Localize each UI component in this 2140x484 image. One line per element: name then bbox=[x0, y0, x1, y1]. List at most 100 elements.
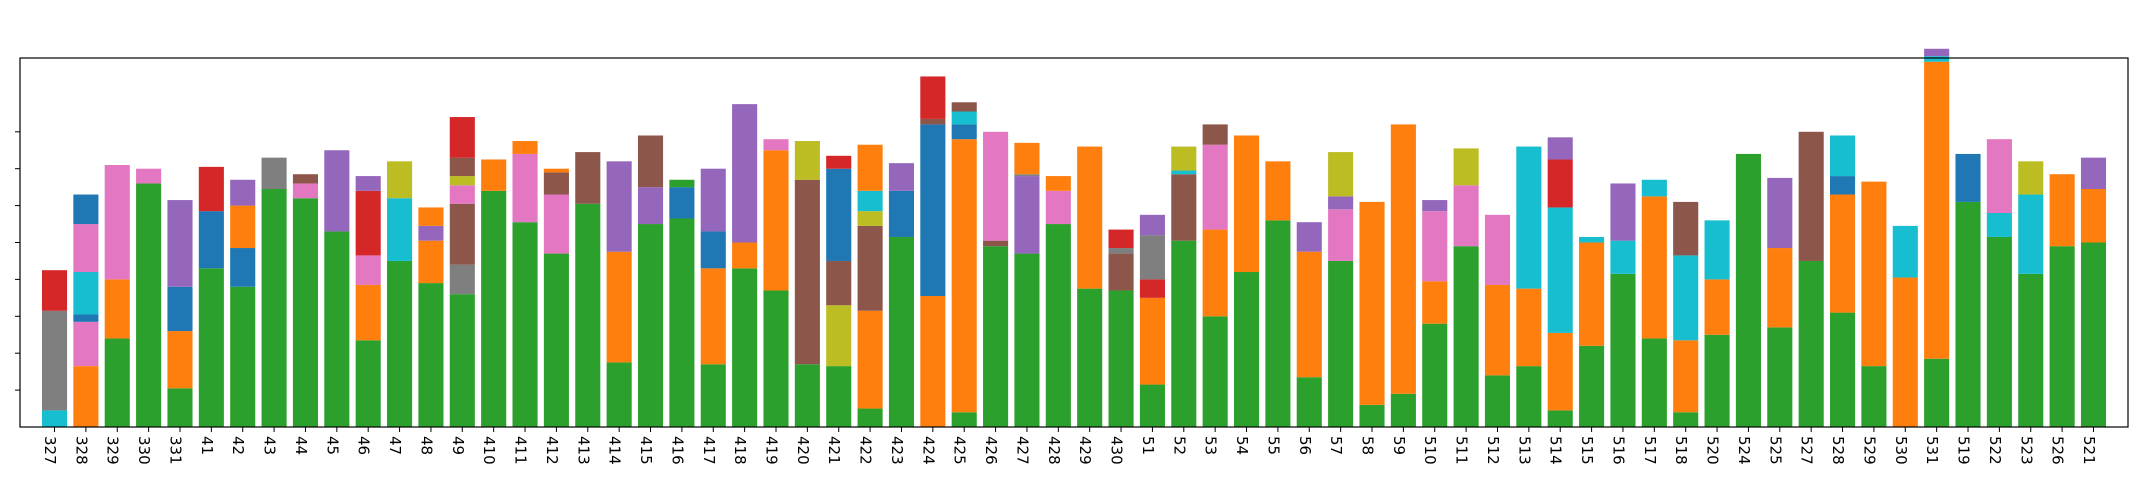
bar-segment-43-1 bbox=[261, 157, 287, 189]
x-tick-label-525: 525 bbox=[1766, 436, 1784, 465]
bar-segment-412-3 bbox=[543, 168, 569, 173]
bar-segment-521-0 bbox=[2080, 242, 2107, 427]
bar-segment-525-0 bbox=[1767, 327, 1793, 427]
bar-stack-517 bbox=[1641, 179, 1667, 427]
bar-segment-418-0 bbox=[732, 268, 758, 427]
bar-stack-410 bbox=[481, 159, 507, 427]
bar-segment-427-1 bbox=[1014, 176, 1040, 254]
bar-segment-531-2 bbox=[1924, 56, 1950, 62]
bar-segment-48-3 bbox=[418, 207, 444, 226]
x-tick-label-520: 520 bbox=[1704, 436, 1722, 465]
bar-segment-413-1 bbox=[575, 152, 601, 204]
bar-segment-56-0 bbox=[1296, 377, 1322, 427]
x-tick-label-412: 412 bbox=[543, 436, 561, 465]
bar-segment-510-2 bbox=[1422, 211, 1448, 282]
bar-stack-48 bbox=[418, 207, 444, 427]
bar-segment-515-0 bbox=[1579, 345, 1605, 427]
bar-segment-511-0 bbox=[1453, 246, 1479, 427]
x-tick-label-328: 328 bbox=[72, 436, 90, 465]
bar-segment-328-0 bbox=[73, 366, 99, 427]
bar-segment-44-2 bbox=[292, 174, 319, 184]
bar-segment-420-0 bbox=[794, 364, 820, 427]
bar-segment-430-1 bbox=[1108, 253, 1134, 291]
bar-segment-53-1 bbox=[1202, 229, 1228, 317]
bar-stack-417 bbox=[700, 168, 726, 427]
bar-segment-49-4 bbox=[449, 176, 475, 186]
x-tick-label-426: 426 bbox=[982, 436, 1000, 465]
x-tick-label-329: 329 bbox=[104, 436, 122, 465]
bar-stack-516 bbox=[1610, 183, 1636, 427]
bar-segment-425-2 bbox=[951, 124, 977, 140]
bar-stack-46 bbox=[355, 176, 381, 427]
bar-segment-49-3 bbox=[449, 185, 475, 204]
x-tick-label-527: 527 bbox=[1798, 436, 1816, 465]
bar-segment-518-3 bbox=[1673, 201, 1699, 256]
bar-segment-47-2 bbox=[387, 161, 413, 199]
ticks-layer: 327 328 329 330 331 41 42 43 44 45 46 47 48 49 410 411 4… bbox=[15, 131, 2098, 465]
bar-stack-524 bbox=[1735, 153, 1761, 427]
bar-segment-331-0 bbox=[167, 388, 193, 427]
bar-stack-531 bbox=[1924, 48, 1950, 427]
bar-stack-420 bbox=[794, 141, 820, 427]
bar-stack-526 bbox=[2049, 174, 2075, 427]
bar-segment-46-4 bbox=[355, 176, 381, 191]
bar-segment-58-1 bbox=[1359, 201, 1385, 405]
bar-stack-414 bbox=[606, 161, 632, 427]
bar-segment-512-2 bbox=[1484, 214, 1511, 285]
bar-segment-327-0 bbox=[41, 410, 68, 427]
x-tick-label-54: 54 bbox=[1233, 436, 1251, 455]
bar-segment-411-0 bbox=[512, 222, 538, 427]
bar-segment-427-2 bbox=[1014, 174, 1040, 177]
bar-segment-57-0 bbox=[1328, 260, 1354, 427]
x-tick-label-518: 518 bbox=[1672, 436, 1690, 465]
bar-segment-423-1 bbox=[888, 190, 915, 237]
x-tick-label-46: 46 bbox=[355, 436, 373, 455]
bar-segment-528-2 bbox=[1829, 176, 1856, 195]
bar-segment-529-1 bbox=[1861, 181, 1887, 367]
bar-segment-417-1 bbox=[700, 268, 726, 365]
bar-segment-510-1 bbox=[1422, 281, 1448, 324]
bar-segment-425-1 bbox=[951, 139, 977, 413]
x-tick-label-521: 521 bbox=[2080, 436, 2098, 465]
bar-segment-48-1 bbox=[418, 240, 444, 284]
bar-segment-56-1 bbox=[1296, 251, 1322, 378]
bar-stack-59 bbox=[1390, 124, 1416, 427]
x-tick-label-417: 417 bbox=[700, 436, 718, 465]
bar-segment-327-1 bbox=[41, 310, 68, 411]
bar-segment-514-0 bbox=[1547, 410, 1573, 427]
bar-segment-46-1 bbox=[355, 284, 381, 341]
bar-segment-518-2 bbox=[1673, 255, 1699, 341]
bar-segment-531-3 bbox=[1924, 48, 1950, 57]
x-tick-label-327: 327 bbox=[41, 436, 59, 465]
bar-segment-428-2 bbox=[1045, 176, 1071, 191]
bar-segment-523-0 bbox=[2018, 273, 2044, 427]
bar-stack-45 bbox=[324, 150, 350, 427]
bar-segment-527-0 bbox=[1798, 260, 1824, 427]
bar-segment-413-0 bbox=[575, 203, 601, 427]
x-tick-label-529: 529 bbox=[1860, 436, 1878, 465]
bar-segment-53-2 bbox=[1202, 144, 1228, 230]
bar-stack-47 bbox=[387, 161, 413, 427]
x-tick-label-410: 410 bbox=[480, 436, 498, 465]
x-tick-label-43: 43 bbox=[261, 436, 279, 455]
x-tick-label-519: 519 bbox=[1955, 436, 1973, 465]
bar-segment-414-0 bbox=[606, 362, 632, 427]
bar-segment-521-1 bbox=[2080, 189, 2107, 243]
bar-segment-422-2 bbox=[857, 225, 883, 311]
bar-stack-49 bbox=[449, 117, 475, 427]
x-tick-label-411: 411 bbox=[512, 436, 530, 465]
x-tick-label-511: 511 bbox=[1453, 436, 1471, 465]
bar-stack-522 bbox=[1986, 139, 2012, 427]
bar-stack-513 bbox=[1516, 146, 1542, 427]
x-tick-label-516: 516 bbox=[1609, 436, 1627, 465]
bar-segment-59-1 bbox=[1390, 124, 1416, 394]
bar-segment-414-2 bbox=[606, 161, 632, 252]
bar-segment-420-2 bbox=[794, 141, 820, 180]
x-tick-label-53: 53 bbox=[1202, 436, 1220, 455]
bar-stack-57 bbox=[1328, 152, 1354, 427]
bar-segment-42-0 bbox=[230, 286, 256, 427]
bar-segment-518-0 bbox=[1673, 412, 1699, 427]
bar-segment-421-2 bbox=[826, 260, 852, 306]
bar-segment-422-0 bbox=[857, 408, 883, 427]
